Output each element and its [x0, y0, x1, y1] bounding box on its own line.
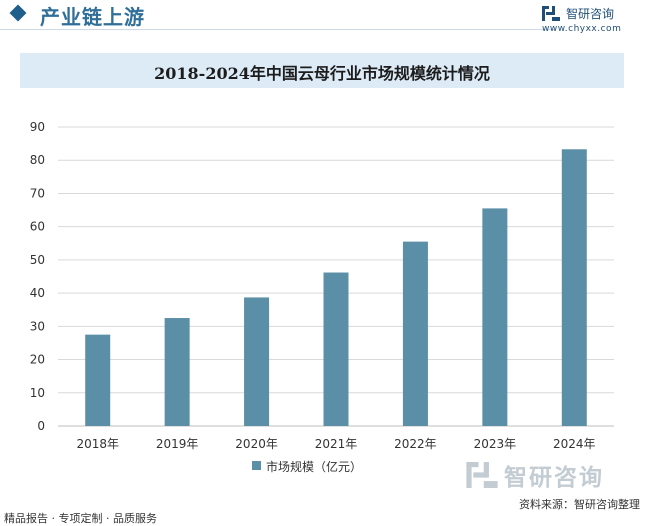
- y-tick-label: 70: [30, 186, 45, 200]
- bar-1: [164, 318, 190, 426]
- bar-3: [323, 272, 349, 426]
- y-axis-ticks: 0 10 20 30 40 50 60 70 80 90: [30, 120, 45, 433]
- x-tick-label: 2018年: [76, 437, 119, 451]
- bar-6: [561, 149, 587, 426]
- y-tick-label: 10: [30, 386, 45, 400]
- bar-4: [402, 241, 428, 426]
- x-tick-label: 2019年: [156, 437, 199, 451]
- chart-title-band: 2018-2024年中国云母行业市场规模统计情况: [20, 53, 624, 88]
- brand-logo-bottom: 智研咨询: [466, 460, 638, 491]
- footer-tagline: 精品报告 · 专项定制 · 品质服务: [4, 512, 157, 525]
- y-tick-label: 50: [30, 253, 45, 267]
- x-tick-label: 2022年: [394, 437, 437, 451]
- brand-name-large: 智研咨询: [504, 465, 604, 491]
- y-tick-label: 0: [37, 419, 45, 433]
- y-tick-label: 40: [30, 286, 45, 300]
- x-tick-label: 2024年: [553, 437, 596, 451]
- source-note: 资料来源：智研咨询整理: [519, 498, 640, 511]
- x-tick-label: 2020年: [235, 437, 278, 451]
- x-tick-label: 2021年: [315, 437, 358, 451]
- bar-5: [482, 208, 508, 426]
- bar-2: [244, 297, 270, 426]
- section-title: 产业链上游: [40, 5, 145, 29]
- gridlines: [58, 126, 614, 427]
- brand-name: 智研咨询: [566, 7, 615, 21]
- bars: [85, 149, 587, 426]
- header-divider: [0, 29, 556, 30]
- y-tick-label: 90: [30, 120, 45, 134]
- brand-logo-top: 智研咨询 www.chyxx.com: [542, 3, 638, 39]
- x-axis-ticks: 2018年 2019年 2020年 2021年 2022年 2023年 2024年: [76, 437, 595, 451]
- x-tick-label: 2023年: [474, 437, 517, 451]
- chart-title: 2018-2024年中国云母行业市场规模统计情况: [154, 64, 490, 83]
- legend-label: 市场规模（亿元）: [266, 460, 363, 474]
- chyxx-logo-icon: [466, 462, 498, 488]
- bar-0: [85, 334, 111, 426]
- legend-swatch: [252, 461, 261, 470]
- y-tick-label: 30: [30, 319, 45, 333]
- y-tick-label: 80: [30, 153, 45, 167]
- y-tick-label: 20: [30, 353, 45, 367]
- page-header: 产业链上游 智研咨询 www.chyxx.com: [0, 0, 646, 40]
- brand-url: www.chyxx.com: [542, 24, 622, 34]
- y-tick-label: 60: [30, 220, 45, 234]
- chyxx-logo-icon: [542, 6, 560, 21]
